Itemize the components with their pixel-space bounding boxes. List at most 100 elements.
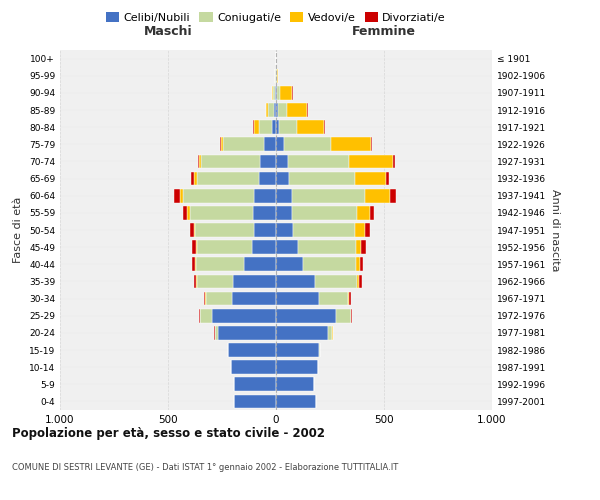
Bar xyxy=(276,292,319,306)
Bar xyxy=(199,154,202,168)
Bar xyxy=(276,120,279,134)
Bar xyxy=(266,103,268,117)
Bar xyxy=(280,86,292,100)
Bar xyxy=(196,240,197,254)
Bar xyxy=(190,223,194,237)
Bar xyxy=(276,189,292,202)
Bar xyxy=(195,258,196,271)
Bar xyxy=(215,326,218,340)
Bar xyxy=(276,223,293,237)
Bar xyxy=(359,274,362,288)
Bar xyxy=(268,103,274,117)
Bar xyxy=(254,120,259,134)
Bar xyxy=(360,258,364,271)
Bar xyxy=(276,258,303,271)
Bar xyxy=(204,292,205,306)
Bar xyxy=(220,138,221,151)
Bar xyxy=(278,103,287,117)
Bar xyxy=(288,154,349,168)
Bar xyxy=(197,240,252,254)
Bar xyxy=(276,394,316,408)
Bar xyxy=(289,172,355,185)
Bar xyxy=(221,138,223,151)
Bar xyxy=(175,189,180,202)
Bar xyxy=(194,223,195,237)
Bar xyxy=(386,172,389,185)
Bar xyxy=(192,258,195,271)
Bar xyxy=(253,206,276,220)
Bar xyxy=(319,343,320,357)
Bar xyxy=(234,378,276,391)
Bar xyxy=(355,223,365,237)
Bar xyxy=(191,172,194,185)
Bar xyxy=(206,292,232,306)
Bar xyxy=(234,394,276,408)
Bar xyxy=(328,326,332,340)
Bar xyxy=(196,258,244,271)
Bar xyxy=(275,86,276,100)
Y-axis label: Anni di nascita: Anni di nascita xyxy=(550,188,560,271)
Bar xyxy=(349,292,351,306)
Bar xyxy=(276,326,328,340)
Bar xyxy=(292,189,365,202)
Bar xyxy=(392,154,395,168)
Bar xyxy=(183,189,254,202)
Bar xyxy=(254,189,276,202)
Bar xyxy=(223,138,264,151)
Bar xyxy=(233,274,276,288)
Bar xyxy=(371,138,372,151)
Bar xyxy=(370,206,374,220)
Bar xyxy=(276,172,289,185)
Bar xyxy=(391,189,396,202)
Bar xyxy=(319,292,349,306)
Bar xyxy=(202,154,260,168)
Bar xyxy=(315,274,357,288)
Bar xyxy=(272,120,276,134)
Bar xyxy=(195,223,254,237)
Bar xyxy=(183,206,187,220)
Bar xyxy=(230,360,276,374)
Bar xyxy=(365,223,370,237)
Bar xyxy=(260,154,276,168)
Bar xyxy=(199,309,200,322)
Bar xyxy=(361,240,365,254)
Bar xyxy=(187,206,190,220)
Bar xyxy=(229,343,276,357)
Bar xyxy=(264,138,276,151)
Bar xyxy=(196,274,197,288)
Bar xyxy=(331,138,371,151)
Bar xyxy=(197,274,233,288)
Bar xyxy=(323,120,325,134)
Bar xyxy=(276,360,318,374)
Y-axis label: Fasce di età: Fasce di età xyxy=(13,197,23,263)
Bar xyxy=(259,172,276,185)
Bar xyxy=(276,138,284,151)
Bar xyxy=(276,154,288,168)
Bar xyxy=(365,189,391,202)
Bar xyxy=(180,189,183,202)
Bar xyxy=(279,120,296,134)
Bar xyxy=(274,103,276,117)
Text: Maschi: Maschi xyxy=(143,25,193,38)
Text: COMUNE DI SESTRI LEVANTE (GE) - Dati ISTAT 1° gennaio 2002 - Elaborazione TUTTIT: COMUNE DI SESTRI LEVANTE (GE) - Dati IST… xyxy=(12,462,398,471)
Bar xyxy=(276,103,278,117)
Bar xyxy=(259,120,272,134)
Bar xyxy=(253,120,254,134)
Bar xyxy=(244,258,276,271)
Text: Femmine: Femmine xyxy=(352,25,416,38)
Bar xyxy=(276,378,314,391)
Bar xyxy=(276,309,337,322)
Bar xyxy=(254,223,276,237)
Bar xyxy=(273,86,275,100)
Bar xyxy=(212,309,276,322)
Bar xyxy=(218,326,276,340)
Bar xyxy=(337,309,350,322)
Bar xyxy=(277,69,278,82)
Bar xyxy=(355,172,386,185)
Bar xyxy=(272,86,273,100)
Bar xyxy=(252,240,276,254)
Bar xyxy=(190,206,253,220)
Bar xyxy=(296,120,323,134)
Bar xyxy=(349,154,392,168)
Legend: Celibi/Nubili, Coniugati/e, Vedovi/e, Divorziati/e: Celibi/Nubili, Coniugati/e, Vedovi/e, Di… xyxy=(101,8,451,28)
